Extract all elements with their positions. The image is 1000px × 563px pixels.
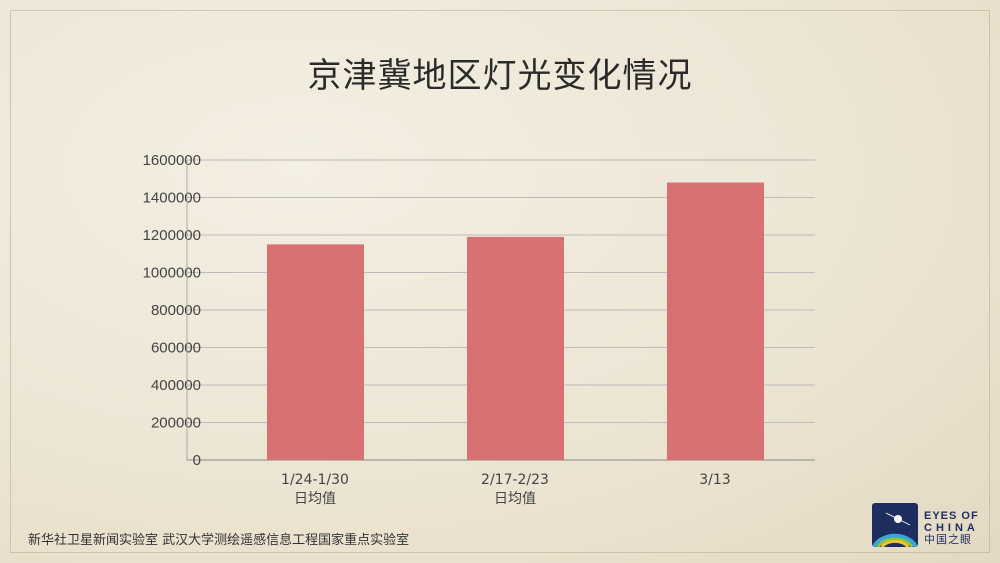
logo-line2: CHINA xyxy=(924,522,979,534)
logo-text: EYES OF CHINA 中国之眼 xyxy=(924,510,979,546)
frame xyxy=(10,10,990,553)
y-tick-label: 0 xyxy=(193,452,201,469)
logo-line1: EYES OF xyxy=(924,510,979,522)
eyes-of-china-logo xyxy=(872,503,918,547)
y-tick-label: 200000 xyxy=(151,415,201,432)
y-tick-label: 800000 xyxy=(151,302,201,319)
x-tick-label: 1/24-1/30 xyxy=(281,472,349,488)
x-tick-label: 日均值 xyxy=(494,491,536,507)
logo-line3: 中国之眼 xyxy=(924,534,972,546)
x-tick-label: 3/13 xyxy=(699,472,730,488)
y-tick-label: 1600000 xyxy=(143,152,201,169)
y-tick-label: 1400000 xyxy=(143,190,201,207)
footer-credit: 新华社卫星新闻实验室 武汉大学测绘遥感信息工程国家重点实验室 xyxy=(28,533,410,548)
x-tick-label: 2/17-2/23 xyxy=(481,472,549,488)
y-tick-label: 1000000 xyxy=(143,265,201,282)
chart-title: 京津冀地区灯光变化情况 xyxy=(307,56,693,96)
bar xyxy=(267,244,364,460)
bar xyxy=(667,182,764,460)
y-tick-label: 600000 xyxy=(151,340,201,357)
y-tick-label: 400000 xyxy=(151,377,201,394)
bar xyxy=(467,236,564,460)
y-tick-label: 1200000 xyxy=(143,227,201,244)
x-tick-label: 日均值 xyxy=(294,491,336,507)
